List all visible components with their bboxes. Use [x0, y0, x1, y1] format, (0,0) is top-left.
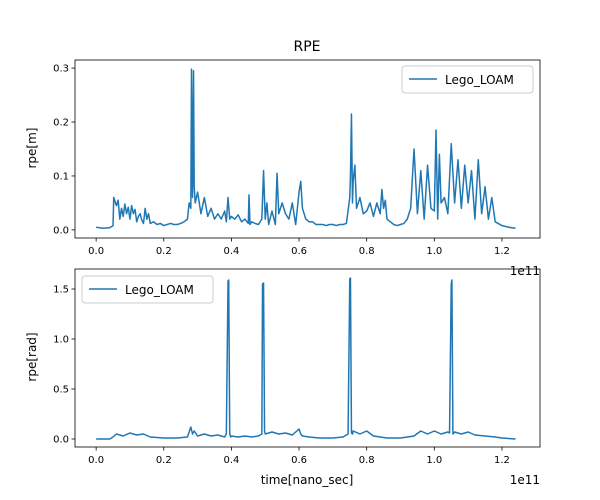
x-axis-offset-text: 1e11: [510, 473, 540, 487]
chart-title: RPE: [293, 39, 320, 55]
x-tick-label: 0.8: [359, 455, 375, 466]
x-tick-label: 0.8: [359, 246, 375, 257]
legend-entry: Lego_LOAM: [125, 283, 194, 297]
legend: Lego_LOAM: [81, 275, 214, 304]
y-tick-label: 0.5: [53, 385, 69, 396]
rpe-translation-panel: RPE 0.0 0.2 0.4 0.6 0.8 1.0 1.2 0.0 0.1 0.2 0.3 rp…: [25, 39, 541, 278]
legend-box: [81, 275, 214, 304]
x-tick-label: 1.0: [426, 455, 442, 466]
x-axis-offset-text: 1e11: [510, 264, 540, 278]
y-tick-label: 0.0: [53, 435, 69, 446]
axes-frame: [74, 59, 541, 239]
y-tick-label: 0.1: [53, 171, 69, 182]
y-tick-label: 1.5: [53, 285, 69, 296]
plot-area: 0.0 0.2 0.4 0.6 0.8 1.0 1.2 0.0 0.1 0.2 0.3: [53, 59, 541, 257]
y-axis-label: rpe[rad]: [25, 332, 39, 381]
y-tick-label: 0.3: [53, 64, 69, 75]
x-tick-label: 0.4: [223, 455, 239, 466]
series-line: [96, 68, 516, 230]
x-tick-label: 0.0: [88, 455, 104, 466]
plot-area: 0.0 0.2 0.4 0.6 0.8 1.0 1.2 0.0 0.5 1.0 1.5: [53, 268, 541, 466]
x-tick-label: 0.6: [291, 246, 307, 257]
legend-box: [401, 65, 534, 94]
rpe-rotation-panel: 0.0 0.2 0.4 0.6 0.8 1.0 1.2 0.0 0.5 1.0 1.5 rpe[ra…: [25, 268, 541, 487]
x-tick-label: 1.2: [494, 246, 510, 257]
x-tick-label: 0.0: [88, 246, 104, 257]
legend-entry: Lego_LOAM: [445, 73, 514, 87]
x-tick-label: 0.2: [156, 455, 172, 466]
x-axis-label: time[nano_sec]: [261, 473, 354, 487]
x-tick-label: 1.0: [426, 246, 442, 257]
x-tick-label: 0.6: [291, 455, 307, 466]
y-axis-label: rpe[m]: [25, 128, 39, 169]
y-tick-label: 0.0: [53, 225, 69, 236]
y-tick-label: 0.2: [53, 118, 69, 129]
x-tick-label: 1.2: [494, 455, 510, 466]
y-tick-label: 1.0: [53, 335, 69, 346]
x-tick-label: 0.4: [223, 246, 239, 257]
series-line: [96, 277, 516, 440]
legend: Lego_LOAM: [401, 65, 534, 94]
axes-frame: [74, 268, 541, 448]
x-tick-label: 0.2: [156, 246, 172, 257]
